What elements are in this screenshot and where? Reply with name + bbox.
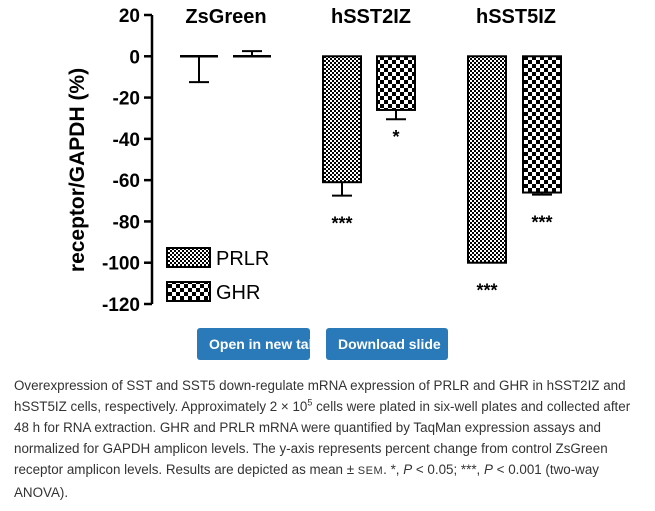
caption-sem: SEM xyxy=(357,465,384,477)
bar-prlr xyxy=(467,55,507,264)
legend-label-ghr: GHR xyxy=(216,282,260,304)
y-tick-label: -20 xyxy=(113,89,140,110)
caption-part-5: < 0.001 (two-way ANOVA). xyxy=(14,462,599,500)
significance-label: *** xyxy=(331,214,352,234)
y-tick-label: -40 xyxy=(113,130,140,151)
bar-chart: receptor/GAPDH (%) 20 0 -20 -40 -60 -80 -100 -1… xyxy=(66,6,562,316)
y-axis-label: receptor/GAPDH (%) xyxy=(66,68,89,272)
caption-part-3: . *, xyxy=(383,462,404,477)
bars: ********** xyxy=(180,50,562,301)
significance-label: *** xyxy=(476,281,497,301)
bar-ghr xyxy=(376,55,416,111)
y-tick-label: -80 xyxy=(113,212,140,233)
caption-superscript: 5 xyxy=(307,397,313,408)
bar-prlr xyxy=(322,55,362,184)
significance-label: * xyxy=(392,127,399,147)
legend-swatch-ghr xyxy=(166,281,211,302)
significance-label: *** xyxy=(531,213,552,233)
y-tick-label: -100 xyxy=(102,254,140,275)
legend: PRLR GHR xyxy=(166,247,269,304)
y-tick-label: -120 xyxy=(102,295,140,316)
y-tick-label: -60 xyxy=(113,171,140,192)
group-label: hSST2IZ xyxy=(331,6,411,28)
caption-part-2: cells were plated in six-well plates and… xyxy=(14,399,631,477)
button-row: Open in new tab Download slide xyxy=(197,328,448,360)
legend-label-prlr: PRLR xyxy=(216,248,269,270)
figure-caption: Overexpression of SST and SST5 down-regu… xyxy=(14,375,642,503)
legend-swatch-prlr xyxy=(166,247,211,268)
group-label: hSST5IZ xyxy=(476,6,556,28)
caption-part-4: < 0.05; ***, xyxy=(412,462,484,477)
caption-part-1: Overexpression of SST and SST5 down-regu… xyxy=(14,378,626,414)
caption-p-symbol: P xyxy=(403,462,413,477)
caption-p-symbol-2: P xyxy=(484,462,493,477)
bar-ghr xyxy=(522,55,562,194)
download-slide-button[interactable]: Download slide xyxy=(326,328,448,360)
open-in-new-tab-button[interactable]: Open in new tab xyxy=(197,328,317,360)
y-tick-label: 20 xyxy=(119,6,140,27)
group-labels: ZsGreen hSST2IZ hSST5IZ xyxy=(185,6,556,28)
group-label: ZsGreen xyxy=(185,6,266,28)
y-axis: 20 0 -20 -40 -60 -80 -100 -120 xyxy=(102,6,154,316)
y-tick-label: 0 xyxy=(129,47,140,68)
